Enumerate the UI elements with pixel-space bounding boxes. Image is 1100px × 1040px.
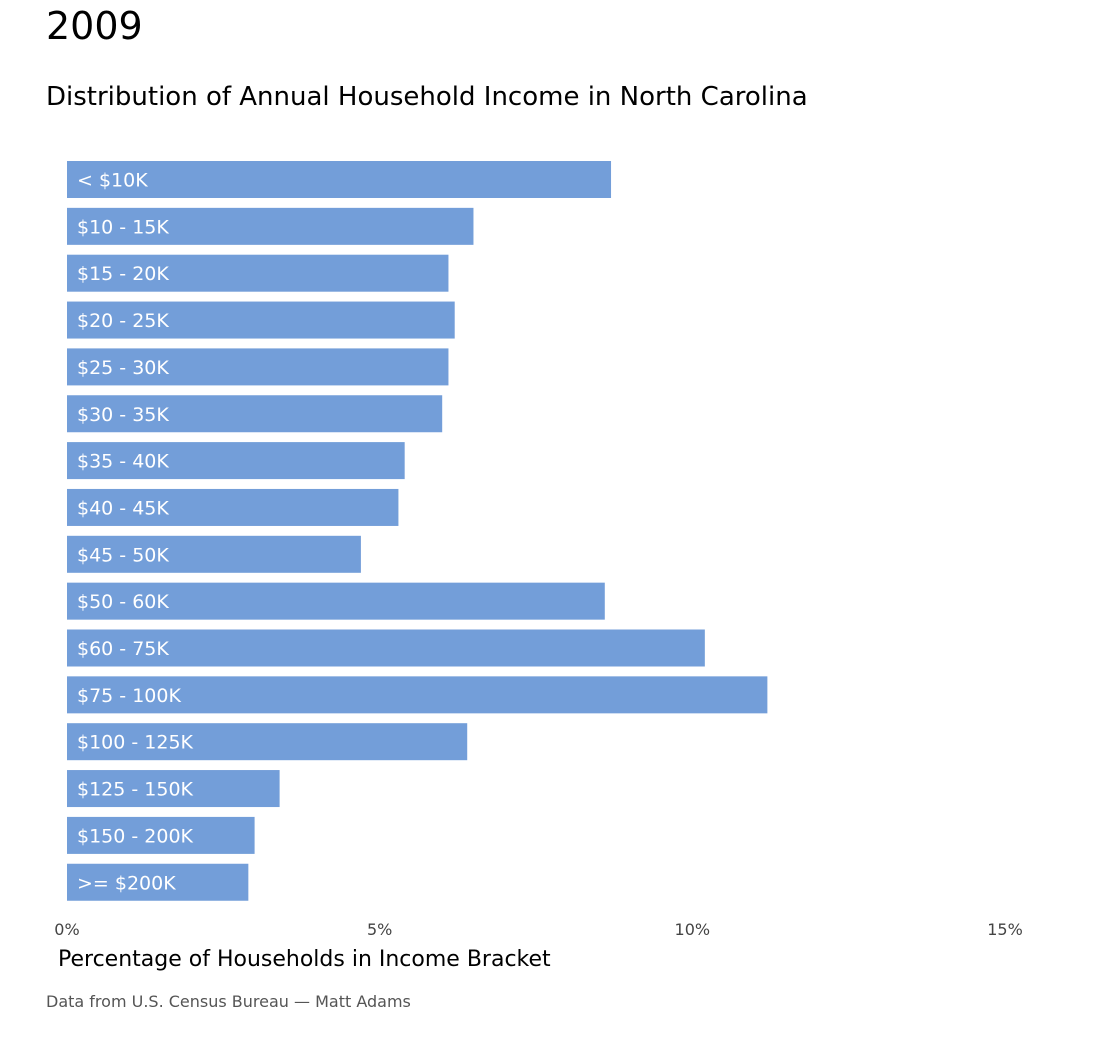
source-note: Data from U.S. Census Bureau — Matt Adam…	[46, 992, 411, 1011]
bar-label: $20 - 25K	[77, 310, 169, 332]
bar-label: $75 - 100K	[77, 685, 181, 707]
bar	[67, 442, 405, 480]
x-tick-label: 0%	[54, 920, 79, 939]
bar	[67, 301, 455, 339]
bar-label: >= $200K	[77, 872, 176, 894]
chart-year-title: 2009	[46, 4, 143, 48]
bar-label: $45 - 50K	[77, 544, 169, 566]
bar-label: $60 - 75K	[77, 638, 169, 660]
bar	[67, 582, 605, 620]
bar-labels-group: < $10K $10 - 15K $15 - 20K $20 - 25K $25 - 3…	[77, 170, 194, 895]
x-tick-label: 5%	[367, 920, 392, 939]
bars-group	[67, 161, 768, 901]
bar	[67, 676, 768, 714]
bar	[67, 629, 705, 667]
bar-label: $125 - 150K	[77, 779, 194, 801]
x-axis-ticks: 0% 5% 10% 15%	[54, 920, 1022, 939]
bar-label: $150 - 200K	[77, 825, 194, 847]
bar	[67, 488, 399, 526]
bar	[67, 348, 449, 386]
bar-label: $15 - 20K	[77, 263, 169, 285]
bar	[67, 723, 468, 761]
bar-label: $40 - 45K	[77, 497, 169, 519]
bar-label: < $10K	[77, 170, 148, 192]
bar-label: $25 - 30K	[77, 357, 169, 379]
bar	[67, 863, 249, 901]
bar	[67, 395, 443, 433]
bar	[67, 207, 474, 245]
bar	[67, 816, 255, 854]
bar	[67, 161, 612, 198]
bar	[67, 535, 361, 573]
bar-label: $10 - 15K	[77, 216, 169, 238]
x-axis-title: Percentage of Households in Income Brack…	[58, 947, 551, 972]
bar-label: $50 - 60K	[77, 591, 169, 613]
bar-label: $35 - 40K	[77, 451, 169, 473]
bar-label: $100 - 125K	[77, 732, 194, 754]
x-tick-label: 15%	[987, 920, 1023, 939]
bar	[67, 770, 280, 808]
bar	[67, 254, 449, 292]
bar-label: $30 - 35K	[77, 404, 169, 426]
chart-subtitle: Distribution of Annual Household Income …	[46, 82, 808, 112]
x-tick-label: 10%	[675, 920, 711, 939]
